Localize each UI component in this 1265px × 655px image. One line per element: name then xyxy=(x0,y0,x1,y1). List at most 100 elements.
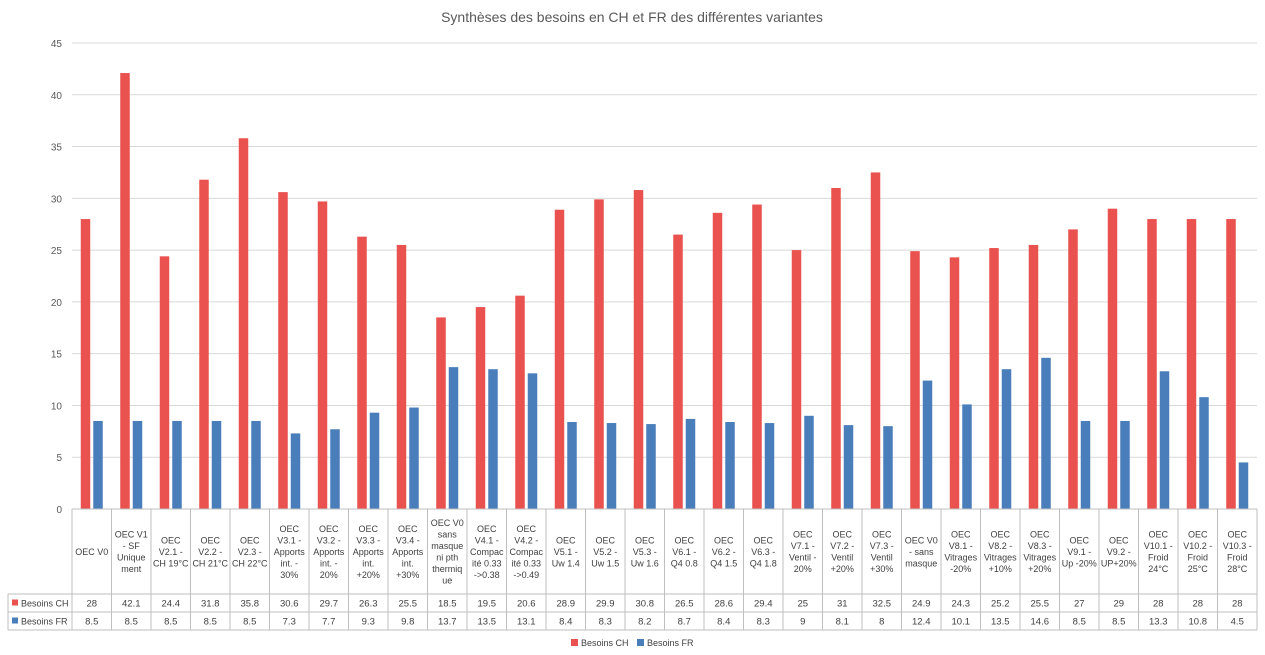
category-label: OEC xyxy=(832,530,852,540)
y-tick-label: 30 xyxy=(51,194,63,205)
data-label: 8.7 xyxy=(678,617,691,628)
category-label: Compac xyxy=(470,547,504,557)
category-label: 30% xyxy=(280,570,298,580)
category-label: V3.3 - xyxy=(356,535,380,545)
bar-besoins-ch xyxy=(633,190,644,509)
bar-besoins-fr xyxy=(448,367,459,509)
category-label: V10.1 - xyxy=(1144,541,1173,551)
category-label: V5.3 - xyxy=(633,547,657,557)
category-label: V5.2 - xyxy=(593,547,617,557)
category-label: OEC xyxy=(753,535,773,545)
category-label: 24°C xyxy=(1148,564,1169,574)
category-label: OEC V0 xyxy=(905,535,938,545)
category-label: V4.1 - xyxy=(475,535,499,545)
data-label: 25.2 xyxy=(991,599,1010,610)
category-label: +30% xyxy=(396,570,419,580)
category-label: OEC xyxy=(951,530,971,540)
category-label: Vitrages xyxy=(1023,553,1056,563)
category-label: OEC xyxy=(674,535,694,545)
data-label: 8.5 xyxy=(1112,617,1125,628)
data-label: 12.4 xyxy=(912,617,931,628)
data-label: 24.3 xyxy=(952,599,971,610)
category-label: 25°C xyxy=(1188,564,1209,574)
category-label: +20% xyxy=(357,570,380,580)
category-label: Up -20% xyxy=(1062,558,1097,568)
data-label: 8.1 xyxy=(836,617,849,628)
category-label: OEC xyxy=(279,524,299,534)
data-label: 8.4 xyxy=(717,617,730,628)
data-label: 30.8 xyxy=(636,599,655,610)
category-label: OEC xyxy=(990,530,1010,540)
category-label: OEC xyxy=(1030,530,1050,540)
category-label: thermiq xyxy=(432,564,462,574)
category-label: Apports xyxy=(313,547,345,557)
category-label: +30% xyxy=(870,564,893,574)
bar-besoins-fr xyxy=(1120,420,1130,509)
bar-besoins-ch xyxy=(1068,229,1078,509)
data-label: 7.7 xyxy=(322,617,335,628)
category-label: Froid xyxy=(1187,553,1208,563)
bar-besoins-ch xyxy=(594,199,604,509)
category-label: Froid xyxy=(1148,553,1169,563)
category-label: ité 0.33 xyxy=(472,558,502,568)
data-label: 25.5 xyxy=(399,599,418,610)
data-label: 35.8 xyxy=(241,599,260,610)
bar-besoins-ch xyxy=(752,204,762,509)
category-label: OEC xyxy=(1227,530,1247,540)
legend-key-besoins-ch xyxy=(12,599,18,606)
data-label: 25 xyxy=(797,599,808,610)
data-label: 28 xyxy=(1153,599,1164,610)
bar-besoins-ch xyxy=(712,212,723,509)
category-label: Q4 1.8 xyxy=(750,558,777,568)
bar-besoins-ch xyxy=(396,244,407,509)
bar-besoins-fr xyxy=(646,424,656,509)
bar-besoins-ch xyxy=(949,257,960,509)
category-label: CH 19°C xyxy=(153,558,189,568)
bar-besoins-ch xyxy=(1186,219,1197,510)
category-label: int. - xyxy=(320,558,338,568)
category-label: V8.1 - xyxy=(949,541,973,551)
category-label: V8.2 - xyxy=(988,541,1012,551)
bar-besoins-ch xyxy=(80,219,91,510)
bar-besoins-ch xyxy=(515,295,525,509)
category-label: sans xyxy=(438,530,458,540)
category-label: Froid xyxy=(1227,553,1248,563)
category-label: V6.1 - xyxy=(672,547,696,557)
data-label: 28 xyxy=(1232,599,1243,610)
y-tick-label: 5 xyxy=(56,453,62,464)
data-label: 24.4 xyxy=(162,599,181,610)
data-label: 9.8 xyxy=(401,617,414,628)
data-label: 8.5 xyxy=(1073,617,1086,628)
category-label: OEC xyxy=(872,530,892,540)
category-label: OEC V0 xyxy=(75,547,108,557)
data-label: 30.6 xyxy=(280,599,299,610)
category-label: ->0.38 xyxy=(474,570,500,580)
category-label: V8.3 - xyxy=(1028,541,1052,551)
data-label: 4.5 xyxy=(1231,617,1244,628)
y-tick-label: 0 xyxy=(56,505,62,516)
bar-besoins-fr xyxy=(369,412,380,509)
y-tick-label: 35 xyxy=(51,143,63,154)
bar-besoins-ch xyxy=(1226,219,1236,510)
category-label: +10% xyxy=(989,564,1012,574)
category-label: Ventil xyxy=(831,553,853,563)
bar-besoins-fr xyxy=(132,420,143,509)
bar-besoins-ch xyxy=(357,236,367,509)
data-label: 8.3 xyxy=(757,617,770,628)
category-label: ité 0.33 xyxy=(511,558,541,568)
data-label: 29.9 xyxy=(596,599,615,610)
y-tick-label: 45 xyxy=(51,39,63,50)
data-label: 13.1 xyxy=(517,617,536,628)
data-label: 13.7 xyxy=(438,617,457,628)
category-label: ue xyxy=(442,576,452,586)
y-tick-label: 10 xyxy=(51,401,63,412)
bar-besoins-ch xyxy=(831,187,841,509)
bar-besoins-fr xyxy=(211,420,222,509)
bar-besoins-fr xyxy=(93,420,103,509)
legend-swatch-besoins-ch xyxy=(571,639,578,646)
data-label: 24.9 xyxy=(912,599,931,610)
category-label: - sans xyxy=(909,547,934,557)
bar-besoins-ch xyxy=(120,73,130,509)
category-label: 20% xyxy=(794,564,812,574)
